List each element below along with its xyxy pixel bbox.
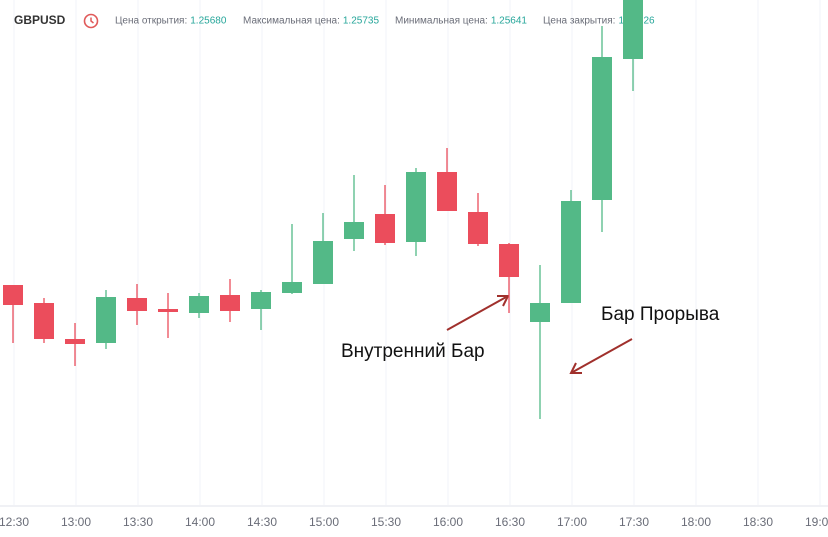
candle-body — [592, 57, 612, 200]
stat-label: Минимальная цена: — [395, 16, 488, 27]
x-tick-label: 13:30 — [123, 515, 153, 529]
candle-body — [344, 222, 364, 239]
annotation: Бар Прорыва — [601, 304, 720, 325]
x-tick-label: 14:30 — [247, 515, 277, 529]
candle-body — [189, 296, 209, 313]
x-tick-label: 18:30 — [743, 515, 773, 529]
candle-body — [561, 201, 581, 303]
x-tick-label: 16:30 — [495, 515, 525, 529]
x-tick-label: 16:00 — [433, 515, 463, 529]
candle-body — [282, 282, 302, 293]
stat-label: Максимальная цена: — [243, 16, 340, 27]
candle-body — [406, 172, 426, 242]
candle-body — [468, 212, 488, 244]
x-tick-label: 14:00 — [185, 515, 215, 529]
x-tick-label: 15:00 — [309, 515, 339, 529]
x-tick-label: 13:00 — [61, 515, 91, 529]
x-tick-label: 15:30 — [371, 515, 401, 529]
stat-label: Цена закрытия: — [543, 16, 615, 27]
stat-value: 1.25680 — [190, 16, 227, 27]
x-tick-label: 17:30 — [619, 515, 649, 529]
candle-body — [623, 0, 643, 59]
stat-value: 1.25641 — [491, 16, 528, 27]
candle-body — [499, 244, 519, 277]
candle-body — [158, 309, 178, 312]
candle-body — [220, 295, 240, 311]
x-tick-label: 18:00 — [681, 515, 711, 529]
candle-body — [530, 303, 550, 322]
stat-value: 1.25735 — [343, 16, 380, 27]
candle-body — [251, 292, 271, 309]
arrow — [446, 295, 633, 374]
clock-icon — [83, 13, 99, 29]
candle-body — [313, 241, 333, 284]
symbol: GBPUSD — [14, 13, 66, 27]
candle-body — [96, 297, 116, 343]
candle-body — [375, 214, 395, 243]
annotation: Внутренний Бар — [341, 341, 485, 362]
candle-body — [127, 298, 147, 311]
x-tick-label: 19:00 — [805, 515, 828, 529]
candle-body — [65, 339, 85, 344]
stat-label: Цена открытия: — [115, 16, 187, 27]
candle-body — [3, 285, 23, 305]
x-tick-label: 12:30 — [0, 515, 29, 529]
candle-body — [437, 172, 457, 211]
candle-body — [34, 303, 54, 339]
x-tick-label: 17:00 — [557, 515, 587, 529]
